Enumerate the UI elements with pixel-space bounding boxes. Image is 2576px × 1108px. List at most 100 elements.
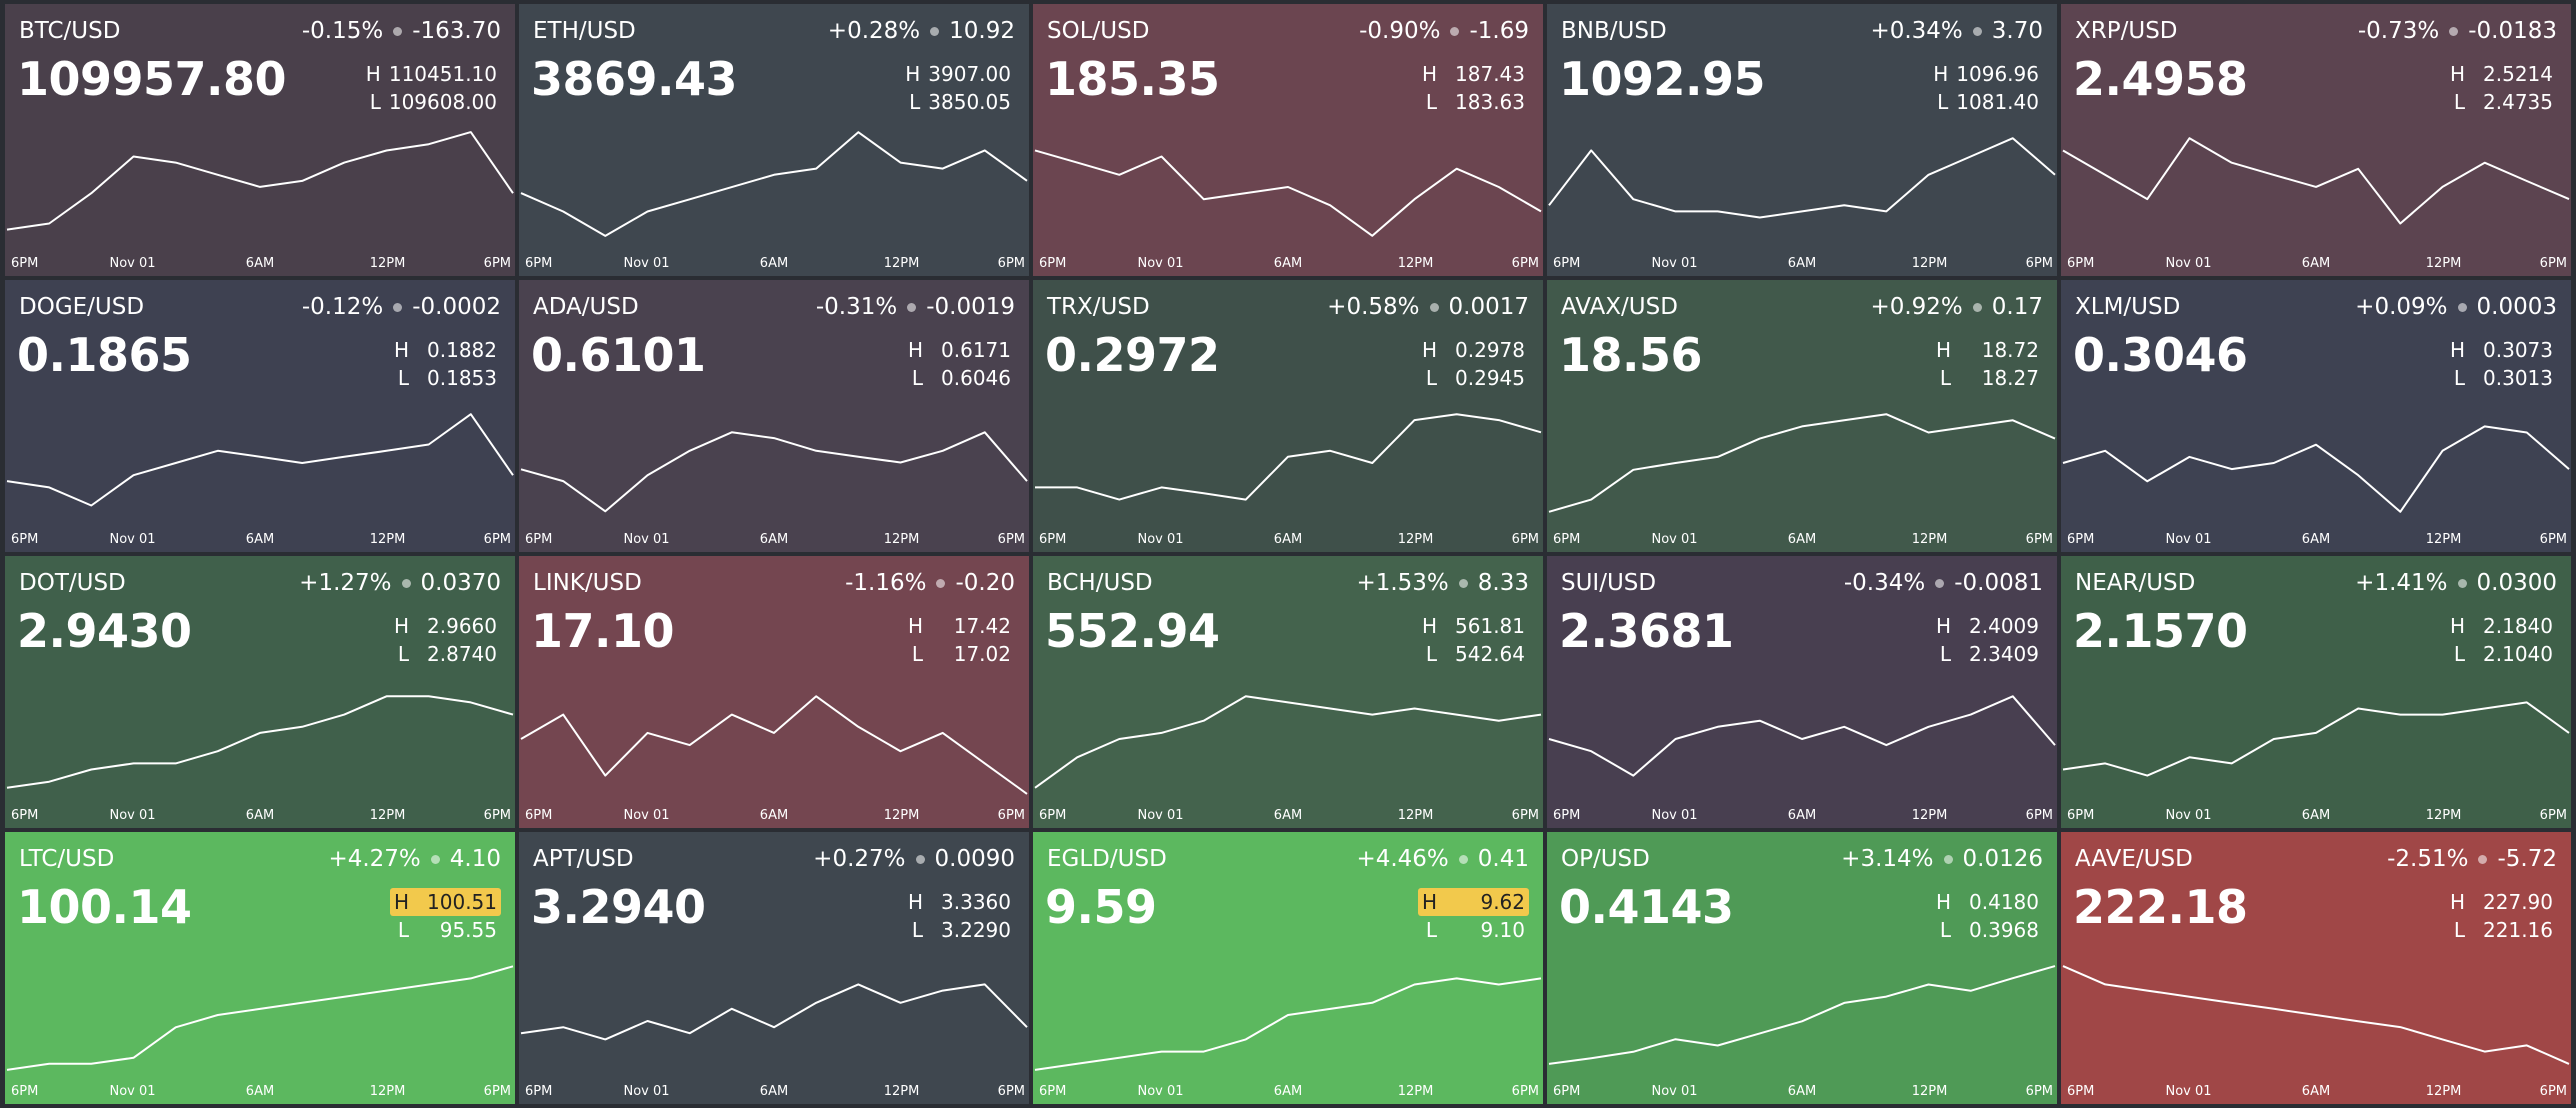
time-axis: 6PM Nov 01 6AM 12PM 6PM <box>1033 532 1543 548</box>
time-label: 12PM <box>369 808 406 823</box>
change-percent: +3.14% <box>1841 846 1934 872</box>
separator-dot <box>930 26 940 36</box>
change-percent: +1.27% <box>299 570 392 596</box>
change: -0.73% -0.0183 <box>2358 18 2557 44</box>
change-percent: -0.31% <box>815 294 898 320</box>
time-label: 12PM <box>2425 256 2462 271</box>
low-value: 17.02 <box>953 642 1011 666</box>
price: 1092.95 <box>1559 52 1766 106</box>
time-axis: 6PM Nov 01 6AM 12PM 6PM <box>5 808 515 824</box>
time-label: Nov 01 <box>1651 532 1698 547</box>
sparkline-chart <box>2062 137 2570 225</box>
time-axis: 6PM Nov 01 6AM 12PM 6PM <box>1547 1084 2057 1100</box>
low-row: L 3850.05 <box>901 88 1015 116</box>
time-label: Nov 01 <box>2165 1084 2212 1099</box>
high-low: H 0.3073 L 0.3013 <box>2446 336 2557 392</box>
high-label: H <box>1421 890 1437 914</box>
time-label: 6PM <box>2539 532 2567 547</box>
time-label: Nov 01 <box>1137 1084 1184 1099</box>
high-label: H <box>1933 62 1949 86</box>
sparkline <box>1034 149 1542 237</box>
change-percent: +1.41% <box>2355 570 2448 596</box>
time-label: 6PM <box>2025 532 2053 547</box>
high-low: H 227.90 L 221.16 <box>2446 888 2557 944</box>
time-label: 12PM <box>883 532 920 547</box>
low-label: L <box>2453 90 2465 114</box>
change-value: -0.0002 <box>412 294 501 320</box>
change-percent: -2.51% <box>2387 846 2469 872</box>
high-row: H 1096.96 <box>1929 60 2043 88</box>
low-label: L <box>1425 90 1437 114</box>
high-label: H <box>365 62 381 86</box>
sparkline-chart <box>1034 149 1542 237</box>
time-label: 12PM <box>369 256 406 271</box>
price: 0.3046 <box>2073 328 2248 382</box>
low-row: L 2.3409 <box>1932 640 2043 668</box>
sparkline-chart <box>520 431 1028 513</box>
low-label: L <box>911 642 923 666</box>
separator-dot <box>1458 578 1468 588</box>
time-axis: 6PM Nov 01 6AM 12PM 6PM <box>1547 532 2057 548</box>
time-label: 6PM <box>1511 808 1539 823</box>
time-label: Nov 01 <box>623 1084 670 1099</box>
price: 109957.80 <box>17 52 287 106</box>
change-value: 0.0017 <box>1448 294 1529 320</box>
time-label: Nov 01 <box>2165 808 2212 823</box>
separator-dot <box>936 578 946 588</box>
pair-name: BNB/USD <box>1561 18 1667 44</box>
high-low: H 100.51 L 95.55 <box>389 888 501 944</box>
sparkline <box>1548 695 2056 777</box>
time-label: 12PM <box>1911 808 1948 823</box>
high-row: H 227.90 <box>2446 888 2557 916</box>
time-label: 12PM <box>1397 256 1434 271</box>
separator-dot <box>393 302 403 312</box>
change-percent: -1.16% <box>845 570 927 596</box>
ticker-tile: SOL/USD -0.90% -1.69 185.35 H 187.43 L 183.63 6P… <box>1033 4 1543 276</box>
time-label: 6PM <box>525 1084 553 1099</box>
sparkline-chart <box>520 131 1028 237</box>
high-value: 3.3360 <box>941 890 1011 914</box>
sparkline-chart <box>1034 695 1542 789</box>
high-low: H 9.62 L 9.10 <box>1417 888 1529 944</box>
low-row: L 9.10 <box>1418 916 1529 944</box>
time-label: 6PM <box>483 532 511 547</box>
time-label: 6AM <box>245 1084 275 1099</box>
change-value: -5.72 <box>2497 846 2557 872</box>
time-label: 6PM <box>997 256 1025 271</box>
high-value: 2.4009 <box>1969 614 2039 638</box>
time-label: 6PM <box>11 808 39 823</box>
change-value: 0.0300 <box>2476 570 2557 596</box>
low-label: L <box>2453 366 2465 390</box>
high-row: H 0.3073 <box>2446 336 2557 364</box>
time-label: Nov 01 <box>1651 256 1698 271</box>
high-label: H <box>2449 338 2465 362</box>
sparkline <box>1035 413 1542 501</box>
time-label: 12PM <box>369 532 406 547</box>
high-label: H <box>393 614 409 638</box>
time-label: 6PM <box>11 532 39 547</box>
high-value: 2.5214 <box>2483 62 2553 86</box>
time-label: 12PM <box>2425 1084 2462 1099</box>
ticker-tile: BCH/USD +1.53% 8.33 552.94 H 561.81 L 542.64 6PM… <box>1033 556 1543 828</box>
time-label: Nov 01 <box>2165 532 2212 547</box>
low-row: L 109608.00 <box>362 88 501 116</box>
time-label: 12PM <box>2425 532 2462 547</box>
time-label: 12PM <box>1911 532 1948 547</box>
low-row: L 0.2945 <box>1418 364 1529 392</box>
sparkline-chart <box>2062 425 2570 513</box>
separator-dot <box>1458 854 1468 864</box>
time-axis: 6PM Nov 01 6AM 12PM 6PM <box>519 808 1029 824</box>
time-axis: 6PM Nov 01 6AM 12PM 6PM <box>2061 532 2571 548</box>
change-value: 0.0090 <box>934 846 1015 872</box>
change: +4.27% 4.10 <box>328 846 501 872</box>
time-label: 6AM <box>759 808 789 823</box>
time-label: 6PM <box>2067 532 2095 547</box>
high-label: H <box>1935 890 1951 914</box>
time-label: 6PM <box>525 532 553 547</box>
sparkline-chart <box>520 695 1028 795</box>
sparkline-chart <box>6 965 514 1071</box>
time-label: 6AM <box>1787 532 1817 547</box>
ticker-tile: DOT/USD +1.27% 0.0370 2.9430 H 2.9660 L 2.8740 6… <box>5 556 515 828</box>
low-row: L 2.1040 <box>2446 640 2557 668</box>
high-row: H 110451.10 <box>362 60 501 88</box>
